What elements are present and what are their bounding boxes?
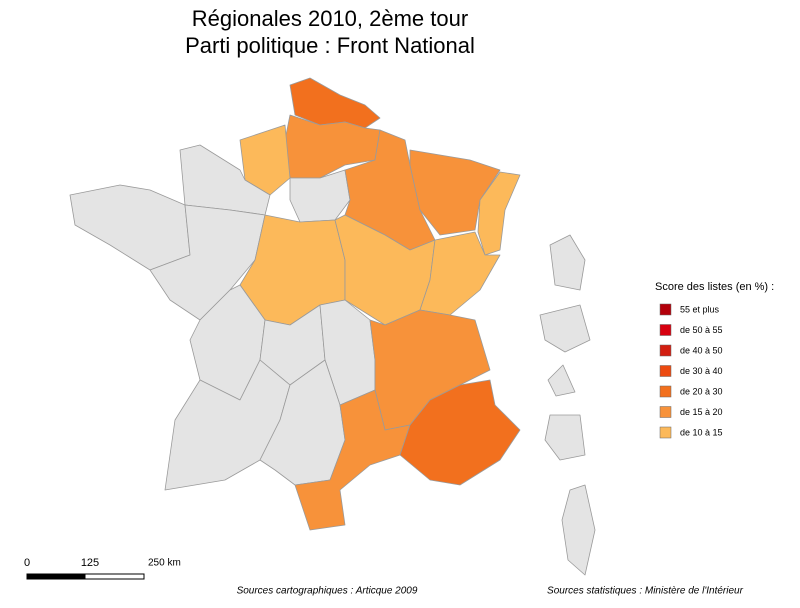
scale-segment (26, 573, 86, 580)
scale-bar (26, 573, 145, 580)
region (289, 169, 351, 223)
scale-label: 0 (24, 557, 30, 569)
legend-label: de 50 à 55 (680, 325, 723, 335)
region (561, 484, 596, 576)
region (69, 184, 191, 271)
legend-label: de 10 à 15 (680, 427, 723, 437)
legend-label: de 20 à 30 (680, 386, 723, 396)
region (294, 389, 411, 531)
legend-swatch (659, 303, 672, 316)
scale-label: 125 (81, 557, 99, 569)
legend-swatch (659, 344, 672, 357)
region (289, 77, 381, 129)
region (409, 149, 501, 236)
legend-title: Score des listes (en %) : (655, 281, 774, 293)
legend-label: de 40 à 50 (680, 345, 723, 355)
title-line: Régionales 2010, 2ème tour (192, 6, 468, 31)
scale-label: 250 km (148, 558, 181, 569)
region (549, 234, 586, 291)
legend-swatch (659, 426, 672, 439)
legend-swatch (659, 324, 672, 336)
france-map (69, 77, 596, 576)
source-note: Sources statistiques : Ministère de l'In… (547, 586, 744, 597)
title-line: Parti politique : Front National (185, 33, 475, 58)
region (477, 171, 521, 256)
region (399, 379, 521, 486)
legend: 55 et plus de 50 à 55 de 40 à 50 de 30 à 40… (659, 303, 723, 439)
legend-label: de 30 à 40 (680, 366, 723, 376)
source-note: Sources cartographiques : Articque 2009 (237, 586, 418, 597)
region (544, 414, 586, 461)
region (547, 364, 576, 397)
legend-swatch (659, 406, 672, 418)
legend-swatch (659, 385, 672, 398)
scale-segment (84, 573, 145, 580)
legend-label: 55 et plus (680, 304, 720, 314)
legend-label: de 15 à 20 (680, 407, 723, 417)
legend-swatch (659, 365, 672, 377)
region (539, 304, 591, 353)
region (419, 231, 501, 316)
